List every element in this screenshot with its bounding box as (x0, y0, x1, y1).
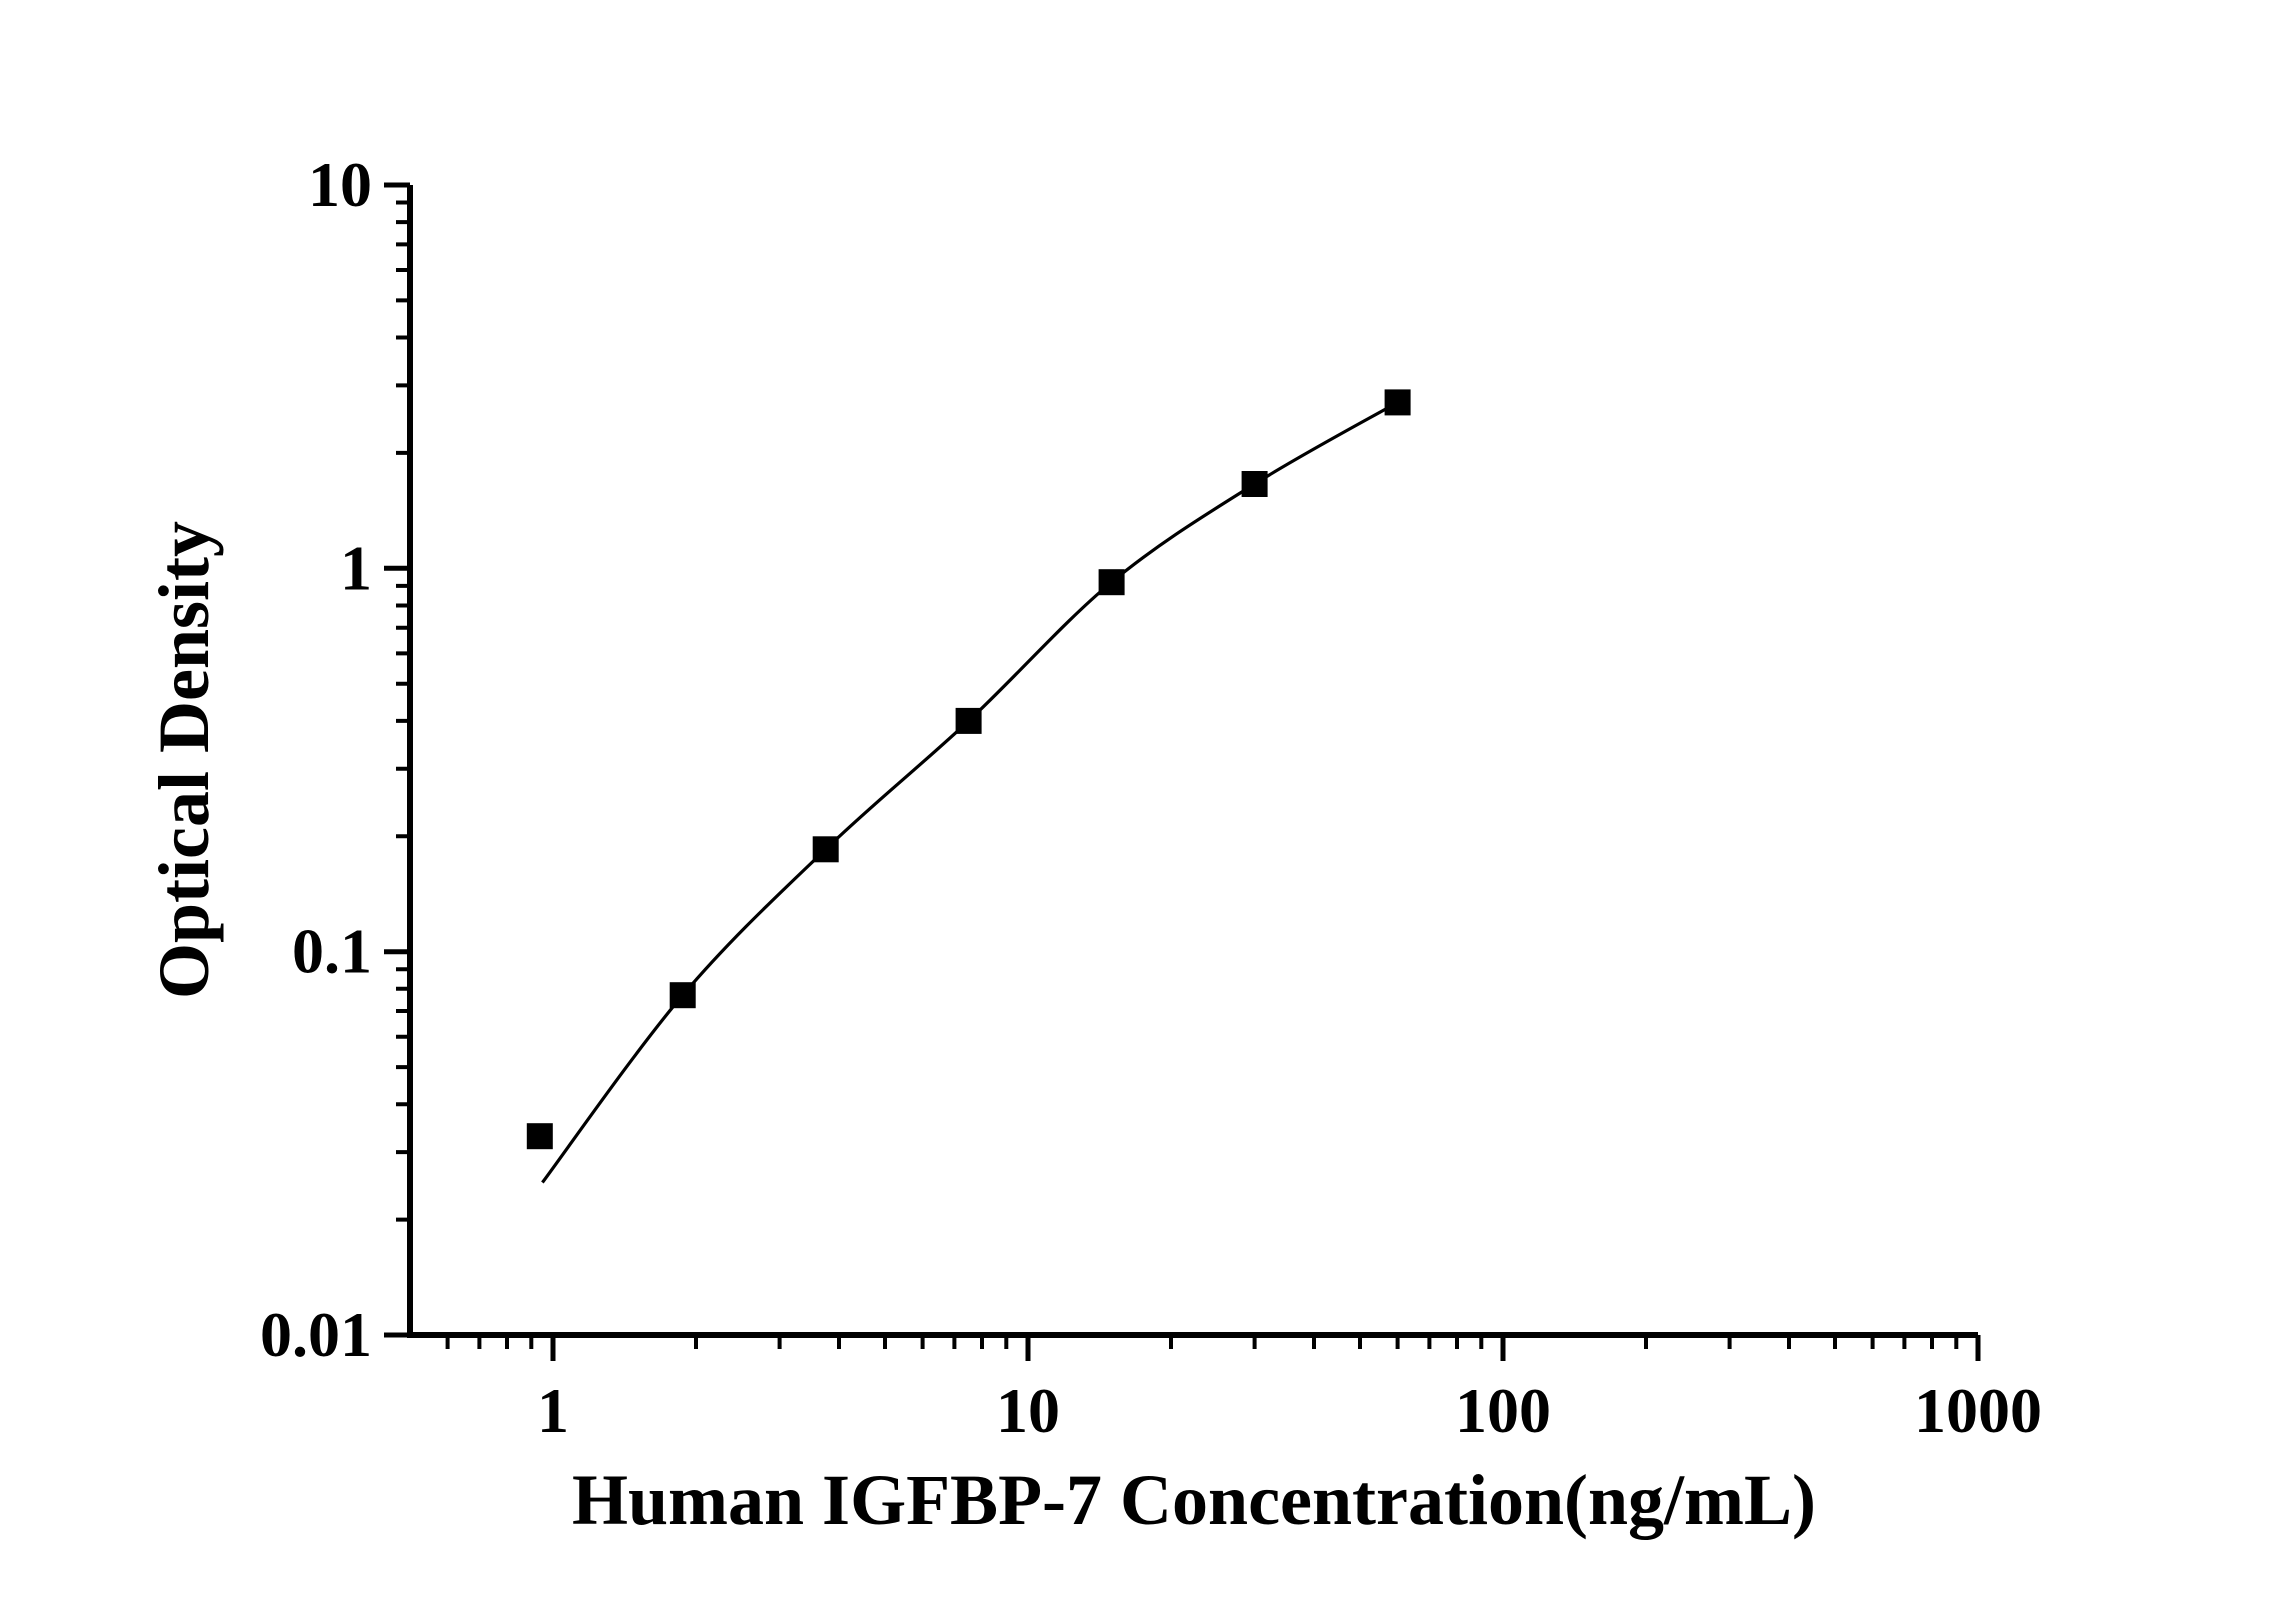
x-axis-title: Human IGFBP-7 Concentration(ng/mL) (572, 1460, 1816, 1540)
x-axis-tick-labels: 1 10 100 1000 (537, 1375, 2042, 1446)
y-axis-tick-labels: 0.01 0.1 1 10 (260, 149, 372, 1370)
x-tick-label: 10 (996, 1375, 1060, 1446)
y-tick-label: 0.1 (292, 916, 372, 987)
data-point-marker (526, 1123, 553, 1150)
y-tick-label: 1 (340, 532, 372, 603)
data-point-marker (1241, 471, 1268, 497)
y-tick-label: 10 (308, 149, 372, 220)
major-tick-marks (384, 182, 1981, 1361)
data-point-marker (812, 836, 839, 863)
y-axis-title: Optical Density (144, 521, 224, 999)
data-point-markers (526, 389, 1411, 1150)
minor-tick-marks (396, 200, 1959, 1349)
data-point-marker (1098, 569, 1125, 596)
data-point-marker (669, 982, 696, 1009)
x-tick-label: 1000 (1914, 1375, 2042, 1446)
data-point-marker (955, 707, 982, 734)
y-tick-label: 0.01 (260, 1299, 372, 1370)
data-point-marker (1384, 389, 1411, 416)
x-tick-label: 100 (1455, 1375, 1551, 1446)
x-tick-label: 1 (537, 1375, 569, 1446)
